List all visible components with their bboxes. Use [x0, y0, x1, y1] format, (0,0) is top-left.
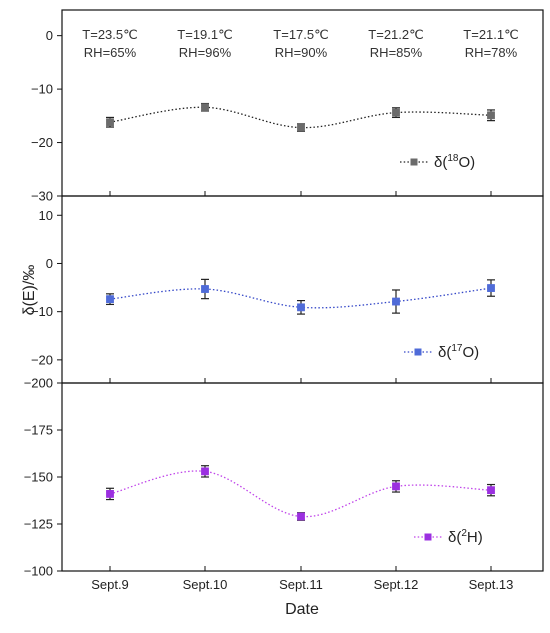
y-tick-label: −20: [31, 135, 53, 150]
y-tick-label: −20: [31, 352, 53, 367]
data-point: [106, 490, 114, 498]
temperature-annotation: T=19.1℃: [177, 27, 232, 42]
legend: δ(18O): [400, 153, 475, 171]
data-point: [201, 467, 209, 476]
temperature-annotation: T=23.5℃: [82, 27, 137, 42]
legend-label: δ(2H): [448, 528, 483, 546]
legend-label: δ(18O): [434, 153, 475, 171]
data-point: [487, 284, 495, 292]
legend-label: δ(17O): [438, 343, 479, 361]
data-point: [297, 303, 305, 312]
data-point: [297, 512, 305, 521]
x-tick-label: Sept.11: [279, 577, 323, 592]
data-point: [392, 297, 400, 306]
panel-bottom: −200 −175 −150 −125 −100 δ(2H): [24, 376, 544, 579]
y-tick-label: −150: [24, 470, 53, 485]
y-tick-label: 10: [39, 208, 53, 223]
humidity-annotation: RH=96%: [179, 45, 232, 60]
legend: δ(2H): [414, 528, 483, 546]
x-tick-label: Sept.10: [183, 577, 228, 592]
y-tick-label: 0: [46, 256, 53, 271]
data-point: [201, 285, 209, 293]
data-point: [392, 482, 400, 491]
data-point: [201, 103, 209, 112]
y-tick-label: 0: [46, 28, 53, 43]
x-tick-label: Sept.9: [91, 577, 129, 592]
data-point: [487, 111, 495, 120]
y-tick-label: −125: [24, 517, 53, 532]
y-tick-label: −200: [24, 376, 53, 391]
x-axis-title: Date: [285, 601, 319, 618]
humidity-annotation: RH=65%: [84, 45, 137, 60]
legend-marker: [414, 348, 422, 356]
y-tick-label: −10: [31, 304, 53, 319]
humidity-annotation: RH=85%: [370, 45, 423, 60]
series-line: [109, 470, 492, 518]
x-tick-label: Sept.12: [374, 577, 419, 592]
y-tick-label: −30: [31, 189, 53, 204]
y-axis-title: δ(E)/‰: [21, 265, 38, 316]
x-tick-label: Sept.13: [469, 577, 514, 592]
y-tick-label: −100: [24, 564, 53, 579]
humidity-annotation: RH=78%: [465, 45, 518, 60]
y-tick-label: −175: [24, 423, 53, 438]
legend-marker: [424, 533, 432, 541]
data-point: [297, 123, 305, 132]
data-point: [106, 118, 114, 127]
legend-marker: [410, 158, 418, 166]
legend: δ(17O): [404, 343, 479, 361]
panel-middle: 10 0 −10 −20 δ(17O): [31, 195, 544, 384]
data-point: [392, 108, 400, 117]
temperature-annotation: T=21.1℃: [463, 27, 518, 42]
humidity-annotation: RH=90%: [275, 45, 328, 60]
temperature-annotation: T=17.5℃: [273, 27, 328, 42]
data-point: [106, 295, 114, 304]
data-point: [487, 486, 495, 495]
temperature-annotation: T=21.2℃: [368, 27, 423, 42]
panel-top: 0 −10 −20 −30 δ(18O) T=23.5℃ RH=65% T=19.1℃ RH=9…: [31, 9, 544, 204]
y-tick-label: −10: [31, 82, 53, 97]
